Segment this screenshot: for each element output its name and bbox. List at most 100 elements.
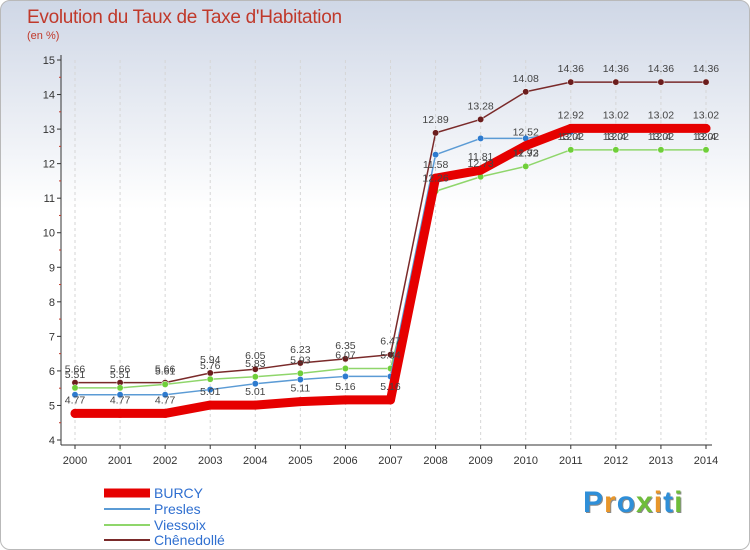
data-label: 12.4 bbox=[651, 131, 672, 143]
data-point bbox=[295, 397, 305, 407]
data-label: 5.11 bbox=[291, 383, 311, 395]
data-point bbox=[521, 141, 531, 151]
data-point bbox=[116, 391, 124, 399]
data-point bbox=[251, 365, 259, 373]
y-tick-label: 12 bbox=[43, 159, 55, 171]
data-label: 12.4 bbox=[696, 131, 717, 143]
y-tick-label: 7 bbox=[49, 331, 55, 343]
data-label: 6.35 bbox=[335, 340, 356, 352]
data-point bbox=[657, 146, 665, 154]
data-label: 5.16 bbox=[380, 381, 401, 393]
data-label: 5.61 bbox=[155, 365, 176, 377]
data-label: 13.02 bbox=[603, 131, 629, 143]
data-label: 5.01 bbox=[200, 386, 221, 398]
data-label: 5.16 bbox=[335, 381, 356, 393]
chart-title: Evolution du Taux de Taxe d'Habitation bbox=[27, 7, 342, 28]
x-tick-label: 2013 bbox=[649, 455, 673, 467]
data-point bbox=[296, 369, 304, 377]
data-point bbox=[386, 395, 395, 405]
data-point bbox=[702, 146, 710, 154]
data-label: 14.36 bbox=[558, 63, 584, 75]
data-label: 12.92 bbox=[558, 109, 584, 121]
data-point bbox=[612, 146, 620, 154]
data-label: 6.07 bbox=[335, 349, 356, 361]
data-point bbox=[341, 355, 349, 363]
x-tick-label: 2014 bbox=[694, 455, 718, 467]
legend-label: Presles bbox=[154, 501, 201, 517]
data-label: 4.77 bbox=[155, 394, 176, 406]
data-label: 12.73 bbox=[513, 147, 539, 159]
y-tick-label: 5 bbox=[49, 400, 55, 412]
y-tick-label: 8 bbox=[49, 297, 55, 309]
data-point bbox=[567, 146, 575, 154]
data-label: 5.66 bbox=[110, 364, 131, 376]
data-point bbox=[340, 395, 350, 405]
y-tick-label: 4 bbox=[49, 435, 55, 447]
data-point bbox=[567, 78, 575, 86]
data-point bbox=[205, 400, 215, 410]
data-label: 14.36 bbox=[603, 63, 629, 75]
x-tick-label: 2009 bbox=[468, 455, 492, 467]
data-label: 12.89 bbox=[422, 114, 448, 126]
data-label: 11.92 bbox=[513, 147, 539, 159]
data-label: 13.02 bbox=[648, 131, 674, 143]
logo-letter: x bbox=[636, 486, 654, 519]
x-tick-label: 2000 bbox=[63, 455, 87, 467]
data-label: 13.02 bbox=[693, 109, 719, 121]
data-point bbox=[702, 78, 710, 86]
data-label: 4.77 bbox=[110, 394, 131, 406]
data-point bbox=[115, 408, 125, 418]
data-point bbox=[476, 165, 486, 175]
data-point bbox=[522, 162, 530, 170]
data-point bbox=[701, 123, 711, 133]
logo-letter: i bbox=[653, 486, 664, 519]
data-label: 4.77 bbox=[65, 394, 86, 406]
logo-letter: r bbox=[604, 486, 617, 519]
y-tick-label: 13 bbox=[43, 124, 55, 136]
logo-letter: t bbox=[663, 486, 675, 519]
data-label: 11.81 bbox=[468, 151, 494, 163]
data-label: 13.28 bbox=[468, 100, 494, 112]
x-tick-label: 2011 bbox=[559, 455, 583, 467]
data-label: 5.51 bbox=[110, 369, 131, 381]
data-point bbox=[71, 384, 79, 392]
data-point bbox=[160, 408, 170, 418]
logo-letter: o bbox=[616, 486, 637, 519]
data-label: 14.08 bbox=[513, 73, 539, 85]
data-point bbox=[477, 115, 485, 123]
data-label: 5.83 bbox=[245, 358, 266, 370]
logo-letter: i bbox=[674, 486, 684, 519]
data-point bbox=[657, 78, 665, 86]
y-tick-label: 6 bbox=[49, 366, 55, 378]
data-label: 6.23 bbox=[290, 344, 311, 356]
data-point bbox=[116, 384, 124, 392]
x-tick-label: 2007 bbox=[378, 455, 402, 467]
data-point bbox=[477, 134, 485, 142]
legend-label: BURCY bbox=[154, 485, 204, 501]
x-tick-label: 2008 bbox=[423, 455, 447, 467]
data-point bbox=[612, 78, 620, 86]
data-label: 6.05 bbox=[245, 350, 266, 362]
logo-letter: P bbox=[583, 486, 605, 519]
data-label: 5.93 bbox=[290, 354, 311, 366]
y-tick-label: 10 bbox=[43, 228, 55, 240]
data-point bbox=[70, 408, 80, 418]
data-point bbox=[432, 151, 440, 159]
data-label: 5.01 bbox=[245, 386, 266, 398]
data-label: 5.84 bbox=[380, 349, 401, 361]
data-point bbox=[206, 375, 214, 383]
x-tick-label: 2005 bbox=[288, 455, 312, 467]
x-tick-label: 2002 bbox=[153, 455, 177, 467]
data-point bbox=[251, 380, 259, 388]
data-label: 14.36 bbox=[693, 63, 719, 75]
data-label: 13.02 bbox=[648, 109, 674, 121]
data-point bbox=[250, 400, 260, 410]
data-point bbox=[71, 391, 79, 399]
x-tick-label: 2001 bbox=[108, 455, 132, 467]
data-label: 12.26 bbox=[422, 172, 448, 184]
data-label: 5.66 bbox=[65, 364, 86, 376]
data-point bbox=[206, 386, 214, 394]
data-label: 13.02 bbox=[693, 131, 719, 143]
